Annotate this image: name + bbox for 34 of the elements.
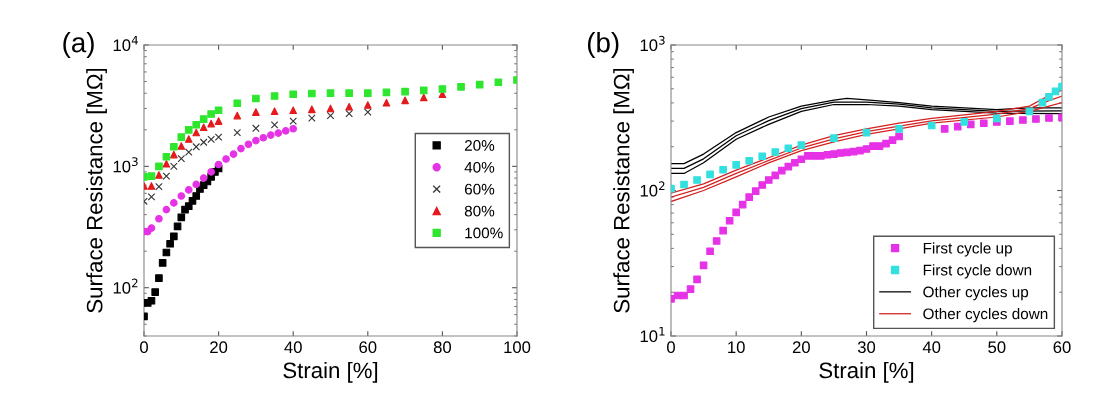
legend-label: 100% bbox=[465, 227, 503, 239]
x-tick-label: 100 bbox=[504, 341, 531, 354]
x-tick-label: 20 bbox=[792, 341, 810, 354]
legend-label: Other cycles down bbox=[923, 308, 1048, 323]
y-tick-label: 10$^{3}$ bbox=[113, 157, 138, 173]
legend-label: First cycle up bbox=[923, 242, 1012, 257]
legend-label: 60% bbox=[464, 183, 495, 195]
y-tick-label: 10$^{1}$ bbox=[640, 327, 665, 343]
y-tick-label: 10$^{2}$ bbox=[113, 278, 138, 294]
x-axis-title: Strain [%] bbox=[283, 361, 378, 383]
x-tick-label: 40 bbox=[284, 341, 302, 354]
y-tick-label: 10$^{4}$ bbox=[113, 36, 138, 52]
x-axis-title: Strain [%] bbox=[819, 361, 914, 383]
text: (b) bbox=[587, 32, 619, 58]
x-tick-label: 50 bbox=[988, 341, 1006, 354]
x-tick-label: 20 bbox=[210, 341, 228, 354]
x-tick-label: 30 bbox=[857, 341, 876, 354]
legend-label: 40% bbox=[464, 161, 495, 173]
y-tick-label: 10$^{2}$ bbox=[640, 181, 665, 197]
x-tick-label: 10 bbox=[728, 341, 745, 354]
x-tick-label: 80 bbox=[433, 341, 452, 354]
legend-label: First cycle down bbox=[923, 264, 1032, 279]
x-tick-label: 40 bbox=[922, 341, 941, 354]
y-axis-title: Surface Resistance [MΩ] bbox=[86, 68, 107, 313]
legend-label: 80% bbox=[464, 205, 495, 217]
x-tick-label: 0 bbox=[667, 341, 675, 354]
legend-label: Other cycles up bbox=[923, 286, 1029, 301]
legend-label: 20% bbox=[464, 140, 495, 151]
x-tick-label: 60 bbox=[1053, 341, 1071, 354]
y-axis-title: Surface Resistance [MΩ] bbox=[613, 68, 634, 313]
x-tick-label: 0 bbox=[140, 341, 148, 354]
x-tick-label: 60 bbox=[359, 341, 377, 354]
text: (a) bbox=[63, 32, 94, 58]
y-tick-label: 10$^{3}$ bbox=[640, 35, 665, 52]
